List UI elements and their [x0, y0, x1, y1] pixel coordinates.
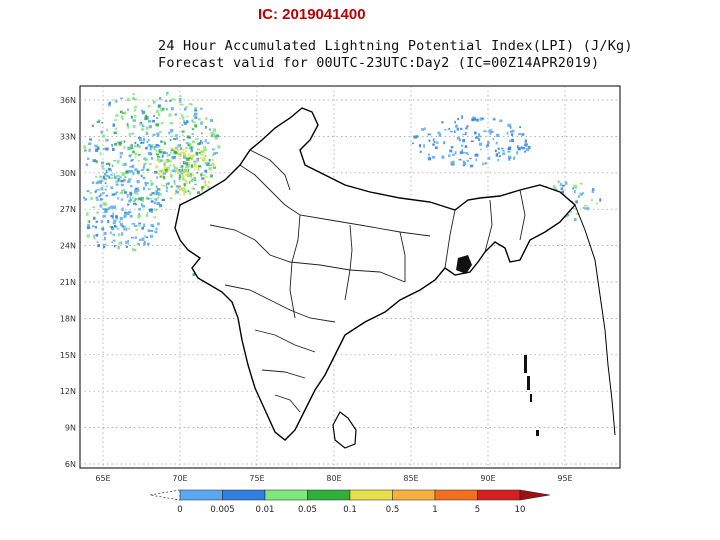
- lon-tick-label: 70E: [172, 474, 187, 483]
- andaman-islands: [524, 355, 539, 436]
- lon-tick-label: 90E: [480, 474, 495, 483]
- colorbar-box: [179, 489, 223, 501]
- sri-lanka-outline: [332, 411, 357, 449]
- lat-tick-label: 27N: [60, 205, 76, 214]
- lat-tick-label: 33N: [60, 132, 76, 141]
- colorbar-label: 0.05: [298, 505, 317, 515]
- colorbar-label: 10: [515, 505, 526, 515]
- lon-tick-label: 80E: [326, 474, 341, 483]
- colorbar-label: 0.01: [256, 505, 275, 515]
- colorbar-boxes: [149, 489, 551, 501]
- lat-tick-label: 18N: [60, 314, 76, 323]
- lon-tick-label: 95E: [557, 474, 572, 483]
- colorbar-box: [477, 489, 521, 501]
- lat-tick-label: 36N: [60, 96, 76, 105]
- lon-tick-label: 65E: [95, 474, 110, 483]
- colorbar-label: 0.1: [343, 505, 357, 515]
- state-boundaries: [209, 149, 526, 413]
- bangladesh-cluster: [456, 255, 472, 274]
- lat-tick-labels: 36N 33N 30N 27N 24N 21N 18N 15N 12N 9N 6N: [60, 96, 76, 469]
- colorbar-labels: 0 0.005 0.01 0.05 0.1 0.5 1 5 10: [177, 505, 525, 515]
- colorbar-label: 5: [475, 505, 480, 515]
- colorbar-label: 0: [177, 505, 182, 515]
- colorbar-over-arrow: [519, 489, 551, 501]
- lat-tick-label: 12N: [60, 387, 76, 396]
- colorbar-under-arrow: [149, 489, 181, 501]
- lon-tick-label: 75E: [249, 474, 264, 483]
- lat-tick-label: 30N: [60, 169, 76, 178]
- colorbar-box: [349, 489, 393, 501]
- colorbar-box: [264, 489, 308, 501]
- lat-tick-label: 24N: [60, 242, 76, 251]
- colorbar-box: [307, 489, 351, 501]
- lpi-shading: [82, 91, 602, 308]
- map-title: 24 Hour Accumulated Lightning Potential …: [158, 38, 633, 72]
- colorbar-box: [222, 489, 266, 501]
- colorbar-box: [434, 489, 478, 501]
- title-line-1: 24 Hour Accumulated Lightning Potential …: [158, 38, 633, 54]
- lon-tick-labels: 65E 70E 75E 80E 85E 90E 95E: [95, 474, 572, 483]
- lat-tick-label: 6N: [65, 460, 76, 469]
- india-outline: [174, 107, 576, 441]
- colorbar-label: 0.5: [386, 505, 400, 515]
- colorbar-label: 0.005: [210, 505, 234, 515]
- myanmar-coast: [574, 204, 616, 436]
- lon-tick-label: 85E: [403, 474, 418, 483]
- colorbar-label: 1: [432, 505, 437, 515]
- ic-label: IC: 2019041400: [258, 6, 366, 23]
- colorbar-box: [392, 489, 436, 501]
- lat-tick-label: 9N: [65, 424, 76, 433]
- lat-tick-label: 21N: [60, 278, 76, 287]
- lat-tick-label: 15N: [60, 351, 76, 360]
- colorbar-legend: 0 0.005 0.01 0.05 0.1 0.5 1 5 10: [149, 489, 551, 515]
- title-line-2: Forecast valid for 00UTC-23UTC:Day2 (IC=…: [158, 55, 600, 71]
